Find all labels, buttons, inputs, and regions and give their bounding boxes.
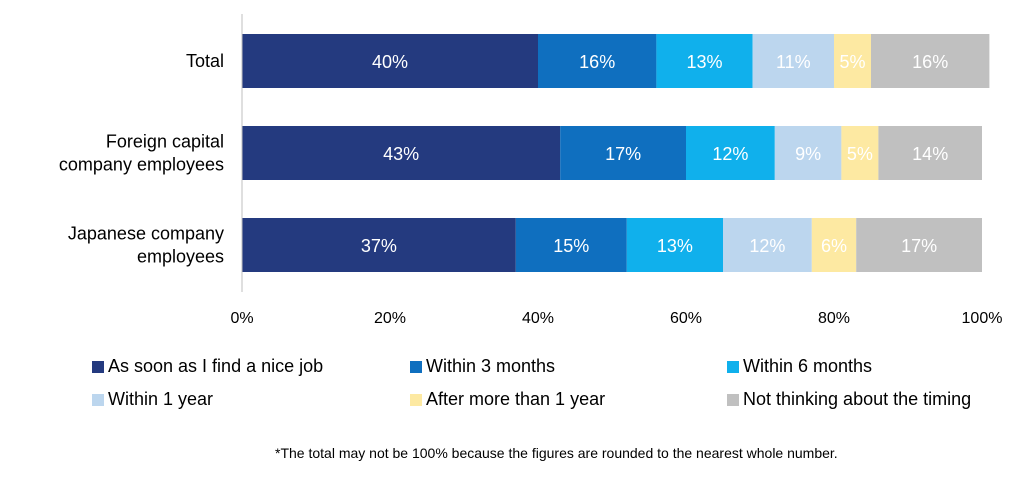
bar-segment [774,126,842,180]
legend-label: As soon as I find a nice job [108,356,324,376]
bar-segment [242,34,538,88]
bar-segment [871,34,990,88]
data-label: 9% [795,144,821,164]
bar-segment [686,126,775,180]
x-tick-label: 20% [374,310,406,327]
legend-swatch [727,360,739,373]
category-label: Japanese company employees [68,224,224,267]
bar-segment [723,218,812,272]
data-label: 17% [901,236,937,256]
legend-item: Within 6 months [727,356,872,377]
category-label: Foreign capital company employees [59,132,224,175]
legend-label: Not thinking about the timing [743,389,972,409]
bar-segment [242,218,516,272]
bar-segment [656,34,753,88]
legend-swatch [92,393,104,406]
bar-segment [811,218,857,272]
bar-segment [752,34,834,88]
x-tick-label: 100% [962,310,1003,327]
bar-segment [538,34,657,88]
x-tick-label: 0% [230,310,253,327]
legend-label: Within 1 year [108,389,214,409]
data-label: 13% [657,236,693,256]
data-label: 15% [553,236,589,256]
data-label: 12% [749,236,785,256]
data-label: 37% [361,236,397,256]
data-label: 5% [847,144,873,164]
legend-item: As soon as I find a nice job [92,356,323,377]
legend-item: Within 3 months [410,356,555,377]
bar-segment [834,34,871,88]
legend-label: After more than 1 year [426,389,606,409]
bar-segment [515,218,627,272]
data-label: 11% [776,52,811,72]
legend-swatch [727,393,739,406]
bar-segment [560,126,686,180]
chart: 40% 16% 13% 11% 5% 16% Total 43% 17% 12% 9% 5% 14% Fo… [59,14,1003,327]
bar-segment [878,126,982,180]
data-label: 16% [912,52,948,72]
bar-segment [242,126,561,180]
legend-label: Within 6 months [743,356,873,376]
legend-item: Within 1 year [92,389,213,410]
legend-swatch [410,393,422,406]
legend-label: Within 3 months [426,356,556,376]
data-label: 13% [686,52,722,72]
category-label: Total [186,51,224,71]
data-label: 40% [372,52,408,72]
data-label: 6% [821,236,847,256]
bar-segment [841,126,879,180]
bar-segment [856,218,982,272]
data-label: 12% [712,144,748,164]
data-label: 43% [383,144,419,164]
legend-swatch [410,360,422,373]
bar-segment [626,218,723,272]
data-label: 16% [579,52,615,72]
legend-swatch [92,360,104,373]
data-label: 14% [912,144,948,164]
x-tick-label: 60% [670,310,702,327]
data-label: 17% [605,144,641,164]
x-tick-label: 40% [522,310,554,327]
legend-item: After more than 1 year [410,389,605,410]
data-label: 5% [839,52,865,72]
x-tick-label: 80% [818,310,850,327]
legend-item: Not thinking about the timing [727,389,971,410]
footnote: *The total may not be 100% because the f… [275,445,838,461]
